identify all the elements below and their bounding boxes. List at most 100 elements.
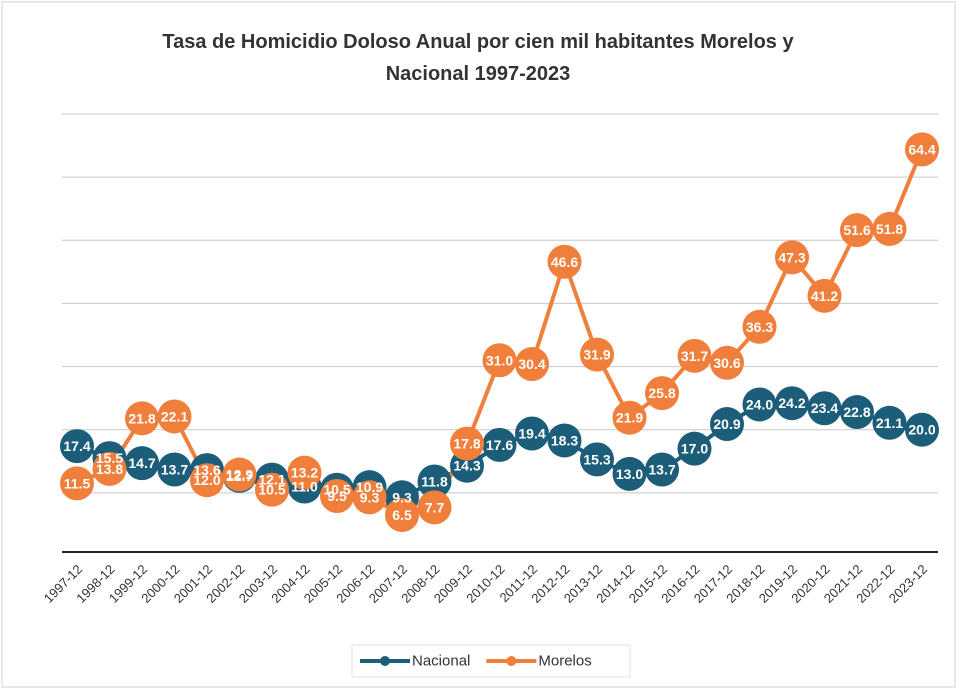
chart-title: Tasa de Homicidio Doloso Anual por cien … xyxy=(162,31,794,85)
data-label: 13.6 xyxy=(193,462,220,478)
data-point xyxy=(710,407,744,442)
data-label: 20.9 xyxy=(713,416,740,432)
legend-marker xyxy=(506,656,517,666)
data-point xyxy=(840,213,874,248)
data-label: 9.5 xyxy=(327,488,347,504)
data-label: 11.5 xyxy=(64,475,91,491)
data-label: 10.9 xyxy=(356,479,383,495)
data-point xyxy=(222,457,257,492)
data-point xyxy=(92,451,127,486)
data-point xyxy=(580,442,614,477)
data-point xyxy=(352,480,387,515)
data-label: 23.4 xyxy=(811,400,838,416)
data-label: 24.0 xyxy=(746,396,773,412)
data-point xyxy=(482,427,517,462)
data-label: 18.3 xyxy=(551,432,578,448)
data-label: 31.0 xyxy=(486,352,513,368)
data-point xyxy=(807,391,842,426)
data-label: 25.8 xyxy=(648,385,675,401)
data-point xyxy=(905,132,939,167)
data-point xyxy=(125,401,159,436)
legend-marker xyxy=(380,656,390,666)
data-point xyxy=(157,452,192,487)
data-point xyxy=(742,309,777,344)
legend-label: Nacional xyxy=(412,653,470,670)
data-label: 30.6 xyxy=(713,355,740,371)
data-point xyxy=(60,466,94,501)
data-label: 46.6 xyxy=(551,254,578,270)
data-point xyxy=(807,278,842,313)
legend-label: Morelos xyxy=(538,653,591,670)
data-label: 14.7 xyxy=(128,455,155,471)
data-point xyxy=(840,395,874,430)
data-point xyxy=(710,345,744,380)
data-label: 21.1 xyxy=(876,415,903,431)
data-point xyxy=(515,416,549,451)
data-label: 14.3 xyxy=(453,458,480,474)
data-point xyxy=(677,338,712,373)
data-point xyxy=(905,412,939,447)
data-label: 6.5 xyxy=(392,507,412,523)
data-label: 22.1 xyxy=(161,408,188,424)
data-label: 12.9 xyxy=(226,467,253,483)
data-point xyxy=(612,400,647,435)
data-label: 9.3 xyxy=(392,489,412,505)
data-point xyxy=(775,386,809,421)
data-label: 21.9 xyxy=(616,410,643,426)
data-label: 13.2 xyxy=(291,465,318,481)
data-label: 41.2 xyxy=(811,288,838,304)
data-label: 20.0 xyxy=(908,422,935,438)
data-point xyxy=(515,347,549,382)
data-point xyxy=(547,244,582,279)
data-point xyxy=(547,423,582,458)
data-label: 13.7 xyxy=(161,461,188,477)
data-point xyxy=(190,463,224,498)
data-point xyxy=(385,497,419,532)
data-label: 31.9 xyxy=(583,347,610,363)
data-label: 12.0 xyxy=(193,472,220,488)
data-point xyxy=(872,211,907,246)
data-label: 10.5 xyxy=(258,482,285,498)
data-label: 13.7 xyxy=(648,461,675,477)
data-point xyxy=(645,452,679,487)
data-point xyxy=(255,472,289,507)
data-label: 17.0 xyxy=(681,441,708,457)
data-label: 15.3 xyxy=(583,451,610,467)
data-label: 31.7 xyxy=(681,348,708,364)
data-point xyxy=(417,464,452,499)
data-label: 7.7 xyxy=(425,499,445,515)
data-label: 17.6 xyxy=(486,437,513,453)
data-point xyxy=(287,455,322,490)
data-label: 9.3 xyxy=(360,489,380,505)
data-label: 11.8 xyxy=(421,473,448,489)
data-point xyxy=(417,490,452,525)
data-point xyxy=(320,479,354,514)
data-label: 51.6 xyxy=(843,222,870,238)
data-label: 19.4 xyxy=(518,426,545,442)
data-point xyxy=(645,376,679,411)
data-point xyxy=(580,337,614,372)
data-label: 17.4 xyxy=(63,438,90,454)
data-label: 36.3 xyxy=(746,319,773,335)
data-label: 47.3 xyxy=(778,249,805,265)
data-label: 64.4 xyxy=(908,141,935,157)
data-label: 17.8 xyxy=(453,436,480,452)
data-point xyxy=(157,399,192,434)
data-point xyxy=(872,405,907,440)
data-label: 13.0 xyxy=(616,466,643,482)
data-label: 21.8 xyxy=(128,410,155,426)
data-label: 30.4 xyxy=(518,356,545,372)
data-label: 11.0 xyxy=(291,479,318,495)
data-point xyxy=(125,446,159,481)
data-label: 12.1 xyxy=(258,472,285,488)
data-label: 10.5 xyxy=(323,482,350,498)
data-point xyxy=(60,429,94,464)
data-point xyxy=(612,456,647,491)
data-label: 13.8 xyxy=(96,461,123,477)
data-point xyxy=(677,431,712,466)
data-point xyxy=(450,426,484,461)
data-point xyxy=(742,387,777,422)
data-label: 15.5 xyxy=(96,450,123,466)
